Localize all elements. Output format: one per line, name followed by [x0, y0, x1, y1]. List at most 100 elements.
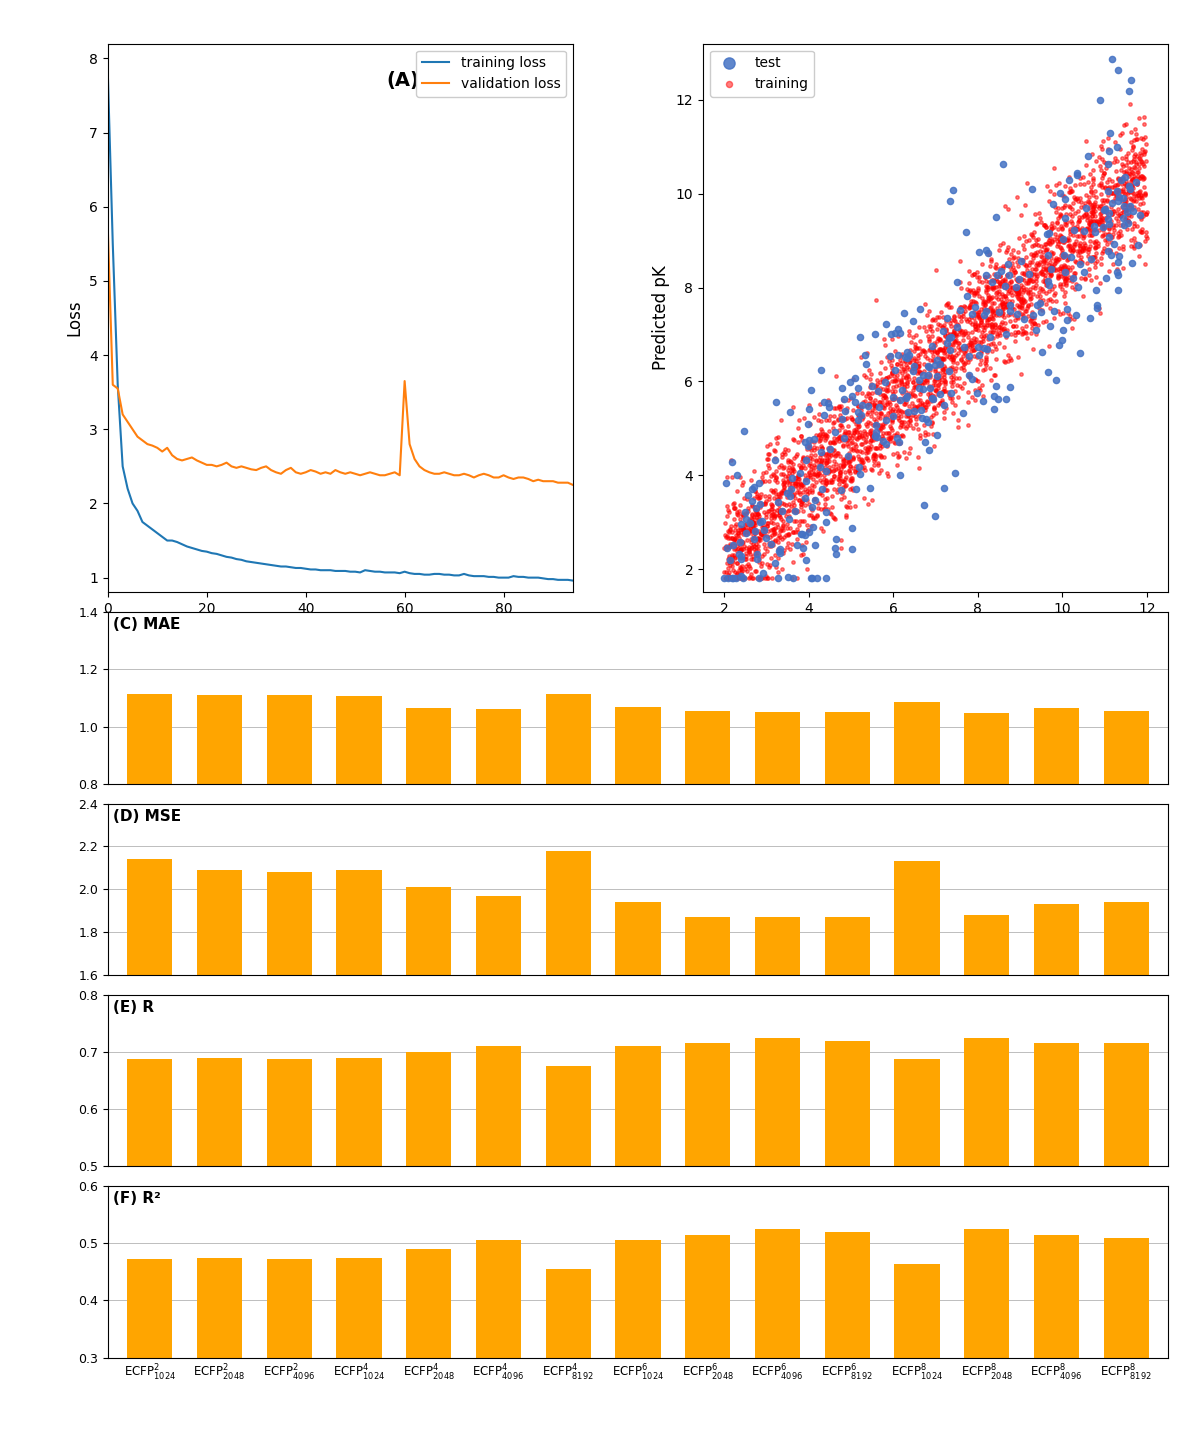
- training: [824, 478, 843, 501]
- training: [960, 296, 979, 319]
- training: [924, 344, 943, 367]
- training: [824, 396, 843, 420]
- training: [949, 333, 968, 356]
- training: [1053, 257, 1072, 280]
- training: [818, 436, 837, 459]
- training: [1081, 219, 1100, 242]
- training: [785, 486, 804, 510]
- training: [725, 543, 744, 566]
- training: [1024, 282, 1043, 305]
- training: [980, 287, 999, 311]
- training: [981, 356, 1000, 379]
- test: [942, 325, 961, 348]
- training: [1120, 163, 1139, 186]
- training: [757, 434, 776, 457]
- training: [891, 412, 910, 436]
- training: [1046, 289, 1065, 312]
- training: [1123, 139, 1142, 163]
- training: [733, 537, 752, 560]
- training: [828, 441, 847, 465]
- training: [760, 488, 779, 511]
- training: [1090, 174, 1109, 197]
- training: [819, 420, 839, 443]
- training: [798, 449, 817, 472]
- training: [964, 301, 984, 324]
- test: [726, 566, 745, 590]
- training: [976, 269, 996, 292]
- training: [996, 269, 1015, 292]
- training: [817, 470, 836, 494]
- training: [1131, 203, 1150, 227]
- training: [830, 404, 849, 427]
- training: [782, 470, 801, 494]
- training: [766, 504, 785, 527]
- training: [925, 389, 944, 412]
- training: [770, 526, 789, 549]
- training: [1027, 270, 1046, 293]
- training: [897, 375, 916, 398]
- training: [1103, 176, 1123, 199]
- training: [858, 411, 877, 434]
- training: [719, 566, 738, 590]
- training: [770, 501, 789, 524]
- training: [789, 463, 809, 486]
- training: [776, 494, 795, 517]
- training: [763, 481, 782, 504]
- training: [1075, 231, 1094, 254]
- training: [858, 439, 877, 462]
- training: [852, 456, 871, 479]
- Bar: [545, 1269, 591, 1452]
- training: [1093, 215, 1112, 238]
- training: [781, 475, 800, 498]
- training: [1041, 232, 1060, 256]
- training: [931, 328, 950, 351]
- training: [724, 566, 743, 590]
- training: [945, 309, 964, 333]
- training: [907, 376, 926, 399]
- test: [795, 486, 815, 510]
- training: [867, 437, 887, 460]
- test: [1081, 306, 1100, 330]
- training: [1108, 174, 1127, 197]
- training: [1113, 177, 1132, 200]
- training: [1077, 209, 1096, 232]
- test: [1075, 261, 1094, 285]
- training: [925, 340, 944, 363]
- training: [958, 333, 978, 356]
- training: [779, 499, 798, 523]
- training: [846, 460, 865, 484]
- training: [1064, 234, 1083, 257]
- training: [1096, 155, 1115, 179]
- training: [918, 347, 937, 370]
- training: [804, 505, 823, 529]
- training: [1022, 317, 1041, 340]
- training: [909, 335, 928, 359]
- training: [981, 305, 1000, 328]
- training: [1136, 202, 1155, 225]
- training: [970, 378, 990, 401]
- training: [1022, 312, 1041, 335]
- training: [1014, 248, 1033, 272]
- training: [1131, 183, 1150, 206]
- test: [750, 472, 769, 495]
- training: [864, 447, 883, 470]
- training: [891, 411, 910, 434]
- training: [760, 441, 779, 465]
- training: [810, 430, 829, 453]
- training: [871, 446, 890, 469]
- training: [1117, 170, 1136, 193]
- training: [897, 401, 916, 424]
- training: [1052, 235, 1071, 258]
- training: [870, 417, 889, 440]
- training: [813, 459, 833, 482]
- test: [1011, 250, 1030, 273]
- training: [937, 321, 956, 344]
- training: [770, 485, 789, 508]
- training: [1005, 322, 1024, 346]
- training: [1118, 193, 1137, 216]
- training: [879, 427, 898, 450]
- training: [873, 421, 893, 444]
- training: [1040, 257, 1059, 280]
- training: [813, 520, 833, 543]
- training: [789, 488, 809, 511]
